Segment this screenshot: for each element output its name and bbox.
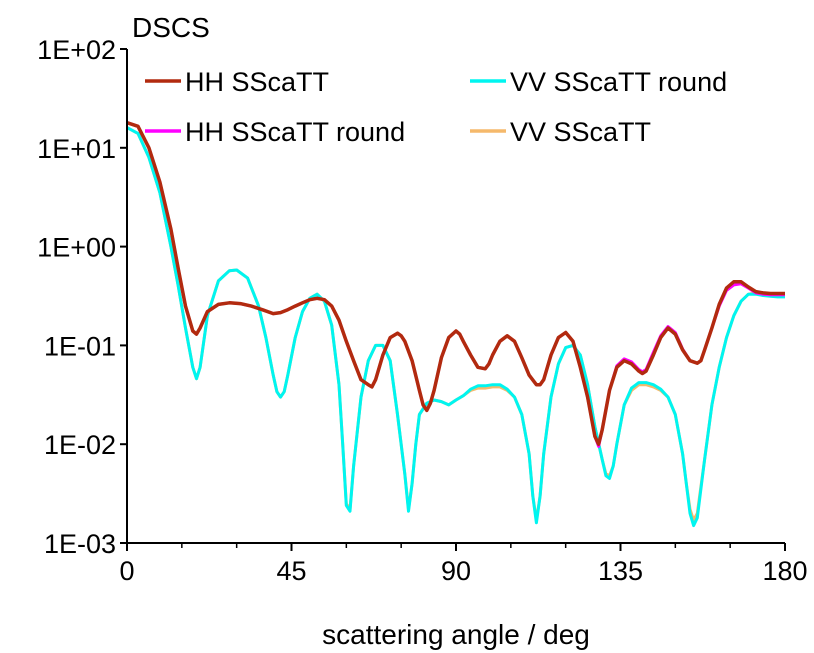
y-tick-label: 1E+02 (37, 35, 116, 65)
x-tick-label: 90 (441, 556, 471, 586)
y-tick-label: 1E-01 (44, 331, 116, 361)
y-axis-title: DSCS (132, 12, 210, 43)
legend-label: HH SScaTT round (185, 117, 405, 147)
ticks-layer: 1E-03 1E-02 1E-01 1E+00 1E+01 1E+02 0 45 90 135 18… (37, 35, 807, 586)
series-line-hh-sscatt-round (127, 121, 785, 448)
series-line-vv-sscatt-round (127, 126, 785, 528)
x-tick-label: 180 (762, 556, 807, 586)
series-layer (127, 120, 785, 528)
legend-label: VV SScaTT (510, 117, 651, 147)
legend-label: HH SScaTT (185, 67, 329, 97)
x-tick-label: 135 (598, 556, 643, 586)
legend: HH SScaTT VV SScaTT round HH SScaTT round V… (145, 67, 727, 147)
x-axis-title: scattering angle / deg (322, 619, 590, 650)
x-tick-label: 45 (276, 556, 306, 586)
y-tick-label: 1E+01 (37, 134, 116, 164)
series-line-vv-sscatt (127, 126, 785, 522)
y-tick-label: 1E-02 (44, 430, 116, 460)
y-tick-label: 1E-03 (44, 529, 116, 559)
legend-label: VV SScaTT round (510, 67, 727, 97)
series-line-hh-sscatt (127, 120, 785, 446)
x-tick-label: 0 (119, 556, 134, 586)
y-tick-label: 1E+00 (37, 233, 116, 263)
